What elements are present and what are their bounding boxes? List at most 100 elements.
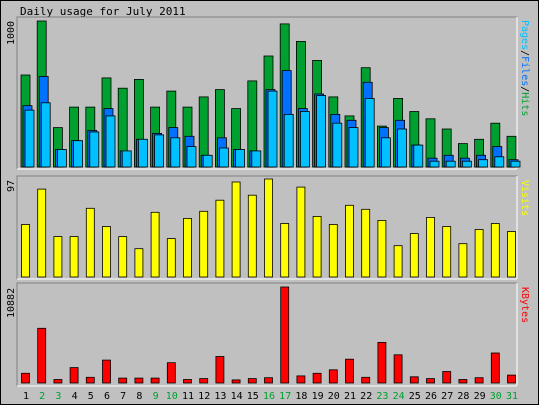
- visits-bar-day-8: [134, 248, 144, 278]
- visits-bar-day-21: [345, 204, 354, 278]
- pages-bar-day-6: [105, 115, 116, 168]
- day-label-23: 23: [376, 391, 388, 402]
- day-label-10: 10: [166, 391, 178, 402]
- kbytes-bar-day-17: [280, 286, 290, 384]
- visits-bar-day-26: [426, 216, 435, 278]
- visits-bar-day-2: [37, 188, 47, 278]
- visits-bar-day-7: [118, 236, 128, 278]
- day-label-30: 30: [490, 391, 502, 402]
- day-label-20: 20: [328, 391, 340, 402]
- kbytes-bar-day-16: [264, 377, 273, 384]
- kbytes-bar-day-1: [21, 372, 30, 384]
- kbytes-bar-day-8: [134, 377, 144, 384]
- pages-bar-day-27: [445, 160, 456, 168]
- day-label-22: 22: [360, 391, 372, 402]
- visits-bar-day-25: [409, 233, 419, 278]
- bottom-scale-label: 10882: [6, 288, 17, 318]
- pages-bar-day-15: [251, 150, 262, 168]
- kbytes-bar-day-15: [247, 378, 257, 384]
- pages-bar-day-14: [235, 149, 246, 168]
- bottom-panel: [16, 282, 518, 387]
- pages-bar-day-11: [186, 146, 197, 168]
- middle-scale-label: 97: [6, 180, 17, 192]
- pages-bar-day-19: [316, 95, 327, 168]
- visits-bar-day-17: [280, 223, 290, 278]
- day-label-18: 18: [295, 391, 307, 402]
- day-label-29: 29: [474, 391, 486, 402]
- visits-bar-day-28: [458, 243, 468, 278]
- pages-bar-day-13: [218, 147, 229, 168]
- pages-bar-day-23: [380, 137, 391, 168]
- legend-hits: Hits: [519, 92, 530, 116]
- kbytes-bar-day-22: [361, 376, 371, 384]
- day-label-21: 21: [344, 391, 356, 402]
- pages-bar-day-8: [137, 138, 148, 168]
- pages-bar-day-10: [170, 137, 181, 168]
- visits-bar-day-30: [490, 223, 500, 278]
- chart-marks: 1 2 3 4 5 6 7 8 9 10 11 12 13 14 15 16 17 18 19 20 21 22 23 24 2…: [20, 20, 521, 402]
- day-label-31: 31: [506, 391, 518, 402]
- legend-kbytes: KBytes: [519, 287, 530, 323]
- day-label-5: 5: [88, 391, 94, 402]
- visits-bar-day-10: [166, 238, 176, 278]
- visits-bar-day-15: [247, 194, 257, 278]
- day-label-28: 28: [457, 391, 469, 402]
- day-label-13: 13: [214, 391, 226, 402]
- pages-bar-day-4: [73, 140, 83, 168]
- kbytes-bar-day-19: [312, 372, 322, 384]
- day-label-26: 26: [425, 391, 437, 402]
- kbytes-bar-day-21: [345, 358, 354, 384]
- kbytes-bar-day-29: [474, 377, 484, 384]
- day-label-11: 11: [182, 391, 194, 402]
- visits-bar-day-16: [264, 178, 273, 278]
- kbytes-bar-day-27: [442, 371, 452, 384]
- kbytes-bar-day-11: [183, 379, 192, 384]
- kbytes-bar-day-30: [490, 352, 500, 384]
- pages-bar-day-7: [121, 150, 132, 168]
- visits-bar-day-3: [53, 236, 63, 278]
- day-label-17: 17: [279, 391, 291, 402]
- kbytes-bar-day-24: [393, 354, 403, 384]
- kbytes-bar-day-12: [199, 378, 209, 384]
- kbytes-bar-day-4: [69, 367, 79, 384]
- pages-bar-day-30: [494, 156, 505, 168]
- pages-bar-day-2: [40, 102, 51, 168]
- visits-bar-day-27: [442, 226, 452, 278]
- visits-bar-day-9: [150, 211, 160, 278]
- visits-bar-day-29: [474, 229, 484, 278]
- legend-pages: Pages: [519, 20, 530, 50]
- top-legend: Pages/Files/Hits: [519, 20, 530, 116]
- pages-bar-day-1: [24, 109, 35, 168]
- kbytes-bar-day-31: [507, 374, 516, 384]
- kbytes-bar-day-28: [458, 379, 468, 384]
- visits-bar-day-13: [215, 199, 225, 278]
- visits-bar-day-1: [21, 224, 30, 278]
- kbytes-bar-day-13: [215, 356, 225, 384]
- pages-bar-day-29: [478, 159, 489, 168]
- kbytes-bar-day-7: [118, 377, 128, 384]
- day-label-25: 25: [409, 391, 421, 402]
- visits-bar-day-31: [507, 231, 516, 278]
- visits-bar-day-4: [69, 236, 79, 278]
- pages-bar-day-17: [283, 114, 294, 168]
- pages-bar-day-20: [332, 122, 343, 168]
- day-label-15: 15: [247, 391, 259, 402]
- kbytes-bar-day-26: [426, 378, 435, 384]
- day-label-12: 12: [198, 391, 210, 402]
- pages-bar-day-26: [429, 160, 440, 168]
- pages-bar-day-3: [57, 149, 67, 168]
- chart-title: Daily usage for July 2011: [20, 5, 186, 18]
- visits-bar-day-23: [377, 219, 387, 278]
- day-label-14: 14: [231, 391, 243, 402]
- pages-bar-day-25: [413, 144, 424, 168]
- pages-bar-day-24: [397, 128, 408, 168]
- legend-visits: Visits: [519, 180, 530, 216]
- day-label-2: 2: [39, 391, 45, 402]
- kbytes-bar-day-3: [53, 379, 63, 384]
- pages-bar-day-21: [348, 127, 359, 168]
- pages-bar-day-12: [202, 154, 213, 168]
- day-label-24: 24: [393, 391, 405, 402]
- kbytes-bar-day-20: [328, 369, 338, 384]
